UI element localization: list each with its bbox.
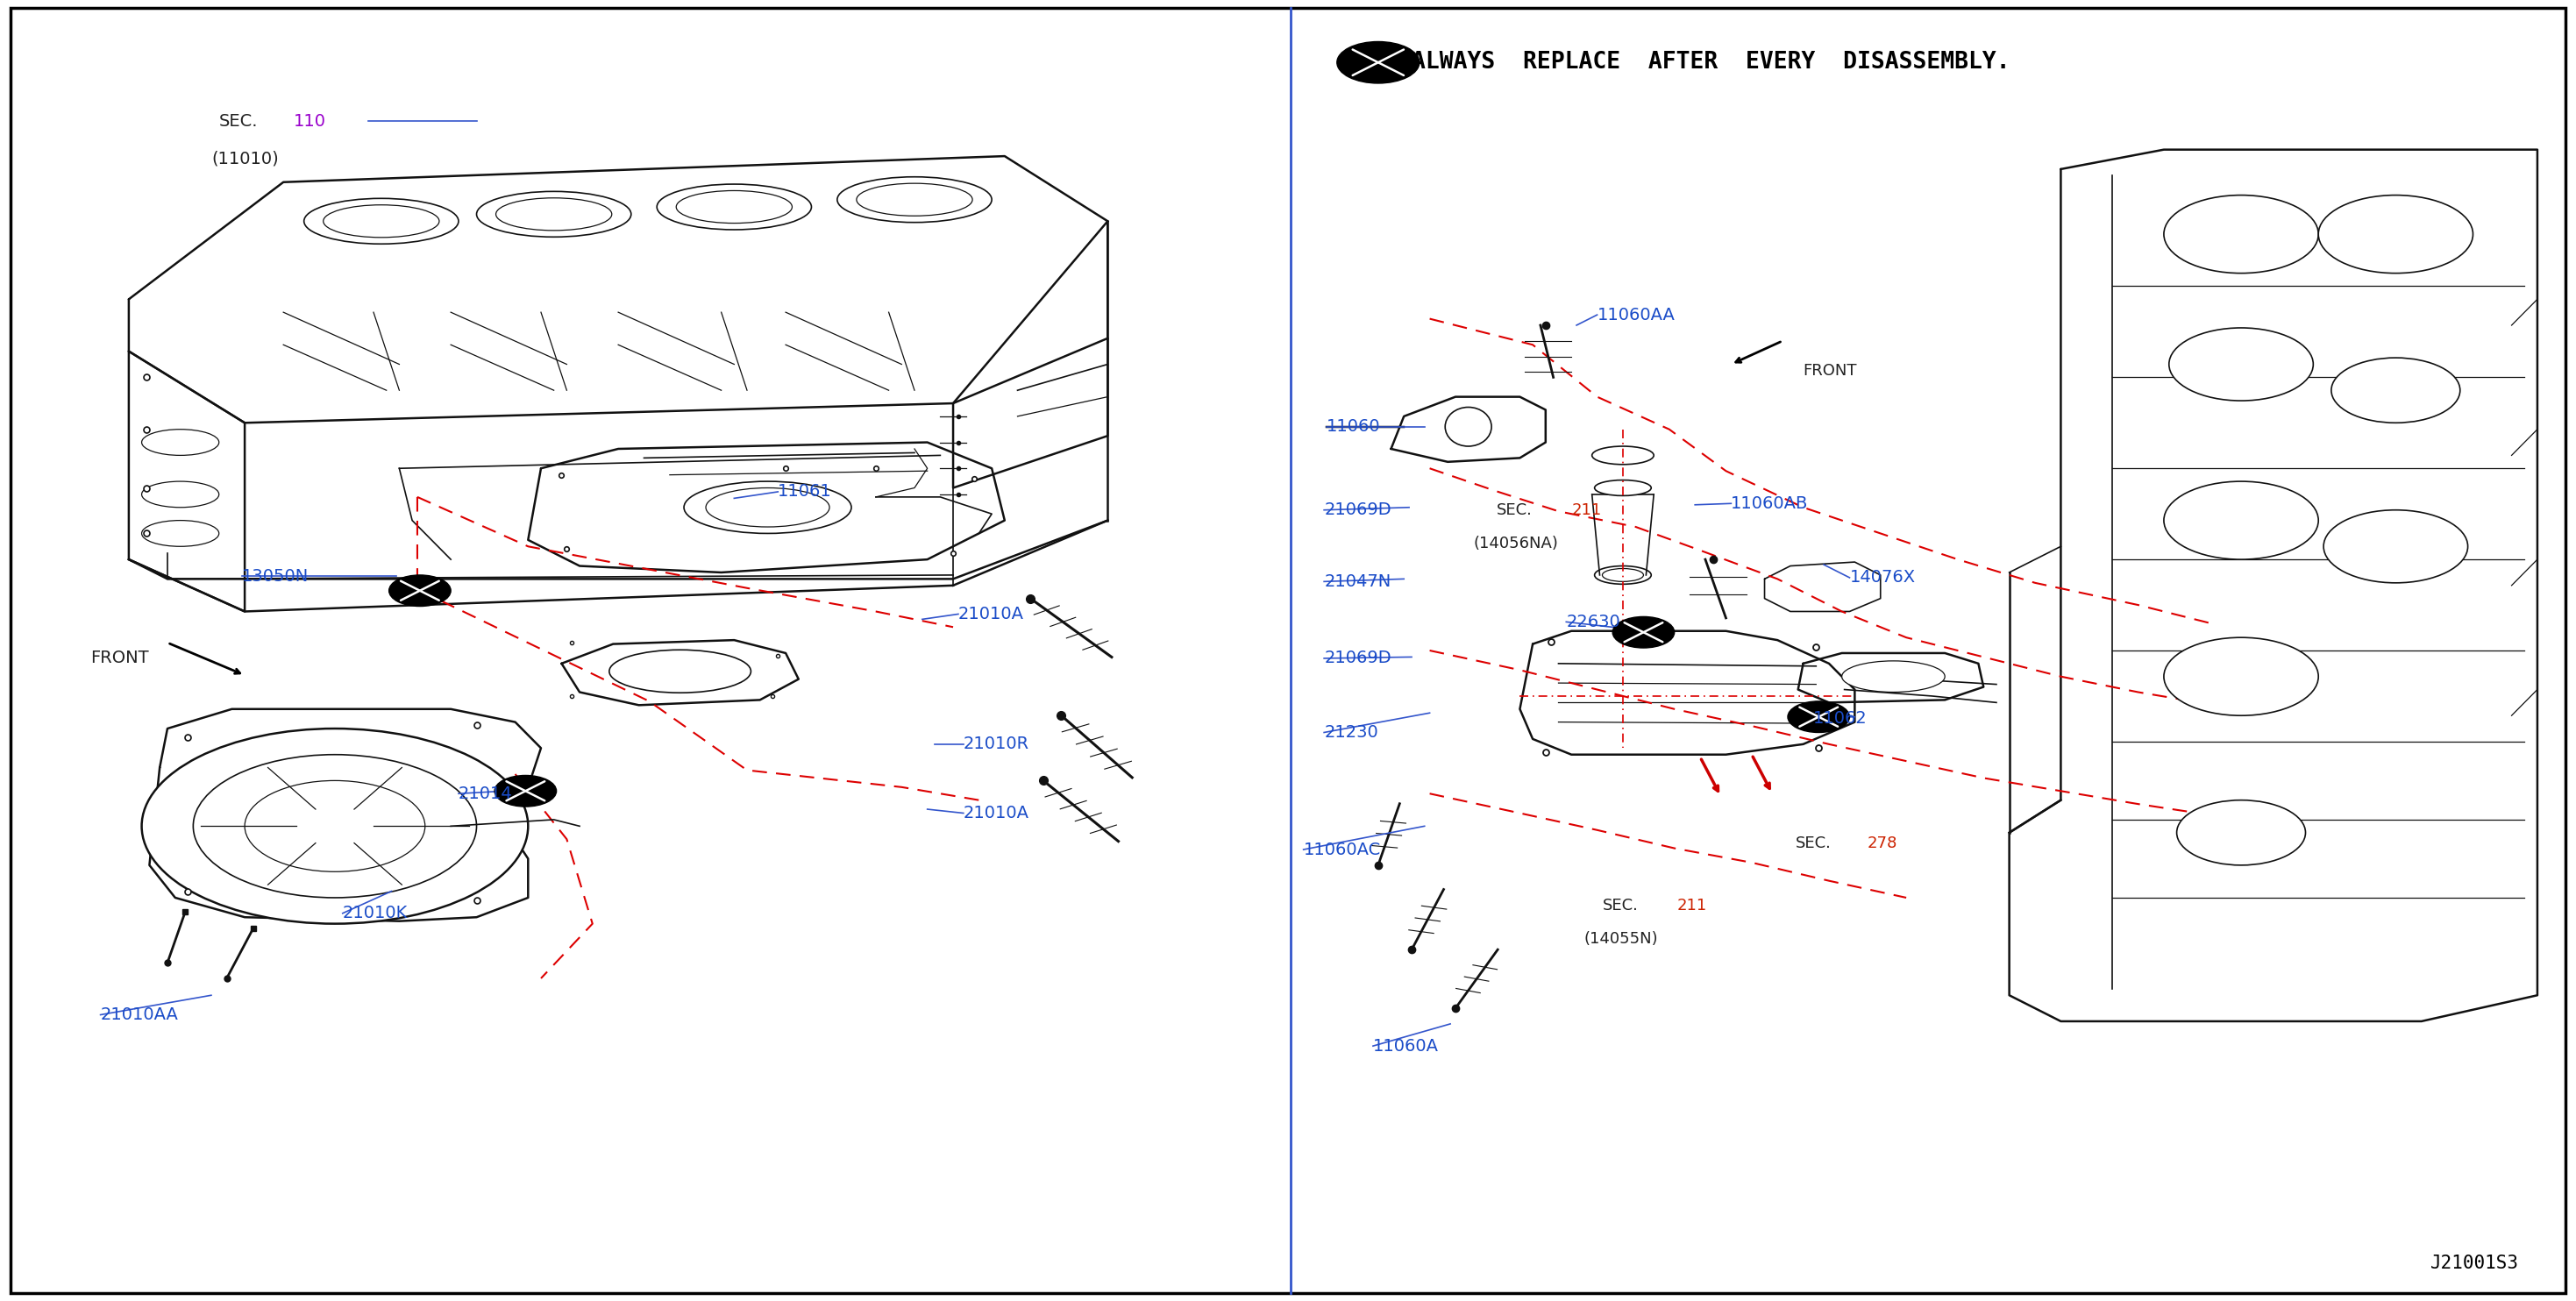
Text: 11062: 11062 bbox=[1814, 710, 1868, 726]
Ellipse shape bbox=[611, 650, 752, 693]
Text: 11060: 11060 bbox=[1327, 419, 1381, 435]
Text: (14055N): (14055N) bbox=[1584, 932, 1659, 947]
Text: 21069D: 21069D bbox=[1324, 502, 1391, 518]
Circle shape bbox=[389, 575, 451, 606]
Text: SEC.: SEC. bbox=[219, 113, 258, 129]
Text: SEC.: SEC. bbox=[1602, 898, 1638, 913]
Text: (11010): (11010) bbox=[211, 151, 278, 167]
Circle shape bbox=[1613, 617, 1674, 648]
Circle shape bbox=[2164, 195, 2318, 273]
Text: (14056NA): (14056NA) bbox=[1473, 536, 1558, 552]
Text: 21010K: 21010K bbox=[343, 905, 407, 921]
Text: 11060AB: 11060AB bbox=[1731, 496, 1808, 511]
Ellipse shape bbox=[1595, 480, 1651, 496]
Text: 11060AA: 11060AA bbox=[1597, 307, 1674, 323]
Circle shape bbox=[2324, 510, 2468, 583]
Text: 21230: 21230 bbox=[1324, 725, 1378, 740]
Text: ALWAYS  REPLACE  AFTER  EVERY  DISASSEMBLY.: ALWAYS REPLACE AFTER EVERY DISASSEMBLY. bbox=[1412, 51, 2009, 74]
Circle shape bbox=[2164, 481, 2318, 559]
Circle shape bbox=[2318, 195, 2473, 273]
Ellipse shape bbox=[1595, 566, 1651, 584]
Ellipse shape bbox=[304, 199, 459, 245]
Text: 21047N: 21047N bbox=[1324, 574, 1391, 589]
Ellipse shape bbox=[142, 429, 219, 455]
Text: SEC.: SEC. bbox=[1497, 502, 1533, 518]
Ellipse shape bbox=[142, 520, 219, 546]
Ellipse shape bbox=[1592, 446, 1654, 464]
Ellipse shape bbox=[1602, 569, 1643, 582]
Text: 21014: 21014 bbox=[459, 786, 513, 801]
Ellipse shape bbox=[837, 177, 992, 222]
Text: 211: 211 bbox=[1677, 898, 1708, 913]
Text: 13050N: 13050N bbox=[242, 569, 309, 584]
Circle shape bbox=[1337, 42, 1419, 83]
Circle shape bbox=[2177, 800, 2306, 865]
Ellipse shape bbox=[477, 191, 631, 237]
Text: 211: 211 bbox=[1571, 502, 1602, 518]
Ellipse shape bbox=[1842, 661, 1945, 692]
Text: 21010A: 21010A bbox=[963, 805, 1030, 821]
Text: 21010R: 21010R bbox=[963, 736, 1030, 752]
Text: FRONT: FRONT bbox=[1803, 363, 1857, 379]
Circle shape bbox=[2169, 328, 2313, 401]
Circle shape bbox=[2164, 637, 2318, 716]
Text: 11060A: 11060A bbox=[1373, 1038, 1440, 1054]
Ellipse shape bbox=[683, 481, 850, 533]
Text: FRONT: FRONT bbox=[90, 650, 149, 666]
Circle shape bbox=[245, 781, 425, 872]
Text: 21010A: 21010A bbox=[958, 606, 1025, 622]
Text: 11060AC: 11060AC bbox=[1303, 842, 1381, 857]
Circle shape bbox=[1788, 701, 1850, 732]
Text: 11061: 11061 bbox=[778, 484, 832, 500]
Text: J21001S3: J21001S3 bbox=[2432, 1255, 2519, 1272]
Ellipse shape bbox=[1445, 407, 1492, 446]
Text: 14076X: 14076X bbox=[1850, 570, 1917, 585]
Ellipse shape bbox=[657, 185, 811, 230]
Circle shape bbox=[2331, 358, 2460, 423]
Text: 278: 278 bbox=[1868, 835, 1899, 851]
Circle shape bbox=[193, 755, 477, 898]
Circle shape bbox=[142, 729, 528, 924]
Text: 21069D: 21069D bbox=[1324, 650, 1391, 666]
Text: 22630: 22630 bbox=[1566, 614, 1620, 630]
Text: SEC.: SEC. bbox=[1795, 835, 1832, 851]
Circle shape bbox=[495, 775, 556, 807]
Ellipse shape bbox=[142, 481, 219, 507]
Text: 110: 110 bbox=[294, 113, 327, 129]
Text: 21010AA: 21010AA bbox=[100, 1007, 178, 1023]
